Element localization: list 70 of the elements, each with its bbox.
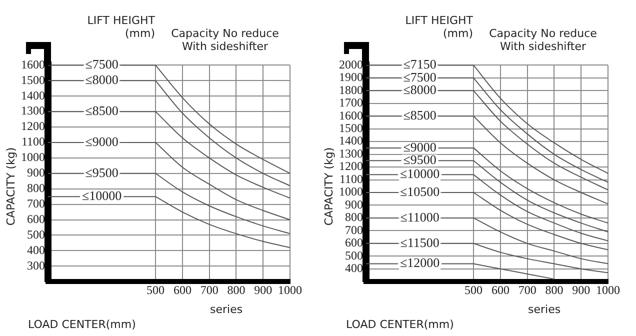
x-tick-label: 900 [254, 282, 272, 297]
y-tick-label: 800 [27, 181, 45, 196]
legend-label: ≤9500 [85, 164, 118, 180]
x-axis-title: LOAD CENTER(mm) [28, 318, 136, 331]
x-tick-label: 600 [173, 282, 192, 297]
legend-label: ≤7150 [403, 56, 436, 72]
y-tick-label: 1300 [21, 104, 45, 118]
y-tick-label: 1100 [21, 134, 45, 149]
chart-subtitle: Capacity No reduce With sideshifter [170, 27, 280, 53]
y-tick-label: 1200 [339, 159, 363, 174]
y-tick-label: 1400 [339, 134, 363, 148]
y-tick-label: 1600 [339, 108, 363, 122]
y-tick-label: 1000 [339, 184, 363, 199]
x-tick-label: 800 [227, 282, 246, 297]
legend-label: ≤8000 [403, 82, 436, 98]
y-tick-label: 800 [345, 210, 363, 224]
y-tick-label: 700 [27, 196, 45, 210]
x-tick-label: 1000 [278, 282, 302, 297]
legend-label: ≤10500 [400, 184, 440, 199]
legend-label: ≤8500 [403, 108, 436, 123]
text: series [210, 303, 243, 316]
x-tick-label: 700 [200, 282, 218, 297]
legend-label: ≤9000 [85, 134, 118, 149]
y-tick-label: 1400 [21, 88, 45, 102]
y-tick-label: 1900 [339, 70, 363, 84]
y-tick-label: 700 [345, 222, 363, 237]
legend-label: ≤11500 [400, 234, 440, 250]
y-tick-label: 900 [27, 166, 45, 180]
y-tick-label: 500 [345, 248, 363, 262]
legend-label: ≤8000 [85, 72, 118, 88]
y-tick-label: 1300 [339, 146, 363, 160]
y-axis-title: CAPACITY (kg) [4, 146, 18, 228]
y-tick-label: 1100 [339, 172, 363, 186]
legend-label: ≤7500 [85, 56, 118, 72]
legend-label: ≤10000 [400, 166, 440, 182]
y-tick-label: 1000 [21, 150, 45, 164]
y-axis-title: CAPACITY (kg) [322, 146, 336, 228]
legend-label: ≤9000 [403, 139, 436, 154]
legend-label: ≤12000 [400, 255, 440, 270]
y-tick-label: 400 [345, 261, 363, 276]
x-tick-label: 600 [491, 282, 510, 297]
legend-label: ≤8500 [85, 102, 118, 118]
y-tick-label: 1500 [339, 121, 363, 136]
x-tick-label: 1000 [596, 282, 620, 297]
y-tick-label: 1800 [339, 82, 363, 97]
x-tick-label: 700 [518, 282, 536, 297]
x-tick-label: 500 [146, 282, 165, 297]
legend-label: ≤11000 [400, 209, 440, 224]
x-tick-label: 500 [464, 282, 483, 297]
y-tick-label: 900 [345, 197, 363, 212]
y-tick-label: 1500 [21, 72, 45, 87]
legend-title: LIFT HEIGHT (mm) [86, 14, 155, 40]
chart-subtitle: Capacity No reduce With sideshifter [488, 27, 598, 53]
y-tick-label: 300 [27, 258, 45, 272]
y-tick-label: 600 [345, 236, 363, 250]
legend-label: ≤10000 [82, 188, 122, 204]
x-tick-label: 800 [545, 282, 564, 297]
text: series [528, 303, 561, 316]
x-tick-label: 900 [572, 282, 590, 297]
y-tick-label: 2000 [339, 57, 363, 72]
y-tick-label: 500 [27, 227, 45, 242]
y-tick-label: 600 [27, 212, 45, 226]
y-tick-label: 400 [27, 242, 45, 257]
y-tick-label: 1700 [339, 96, 363, 110]
legend-title: LIFT HEIGHT (mm) [404, 14, 473, 40]
y-tick-label: 1200 [21, 119, 45, 134]
legend-label: ≤7500 [403, 69, 436, 84]
legend-label: ≤9500 [403, 152, 436, 168]
y-tick-label: 1600 [21, 57, 45, 72]
x-axis-title: LOAD CENTER(mm) [346, 318, 454, 331]
